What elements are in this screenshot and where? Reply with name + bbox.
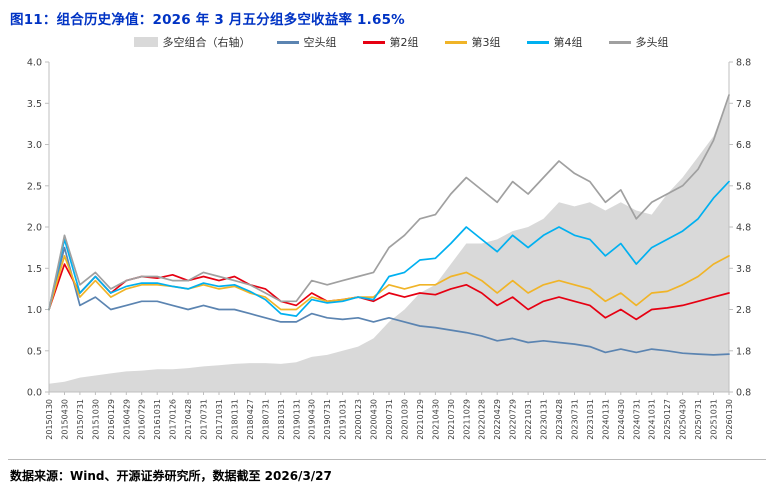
legend-item-long-group: 多头组 xyxy=(608,34,669,50)
x-axis-tick-label: 20210730 xyxy=(447,399,456,440)
x-axis-tick-label: 20230731 xyxy=(571,399,580,440)
legend-label-long-short-combo: 多空组合（右轴） xyxy=(162,36,251,49)
legend-item-group-3: 第3组 xyxy=(444,34,501,50)
x-axis-tick-label: 20160129 xyxy=(107,399,116,440)
series-long-short-combo xyxy=(49,95,729,392)
right-axis-tick-label: 5.8 xyxy=(736,181,751,192)
left-axis-tick-label: 2.5 xyxy=(27,181,42,192)
x-axis-tick-label: 20240430 xyxy=(617,399,626,440)
x-axis-tick-label: 20181031 xyxy=(277,399,286,440)
left-axis-tick-label: 0.5 xyxy=(27,346,42,357)
legend-item-group-2: 第2组 xyxy=(362,34,419,50)
legend-swatch-long-group xyxy=(608,40,631,44)
x-axis-tick-label: 20190131 xyxy=(292,399,301,440)
x-axis-tick-label: 20161031 xyxy=(153,399,162,440)
right-axis-tick-label: 8.8 xyxy=(736,58,751,69)
series-long-group xyxy=(48,94,730,311)
x-axis-tick-label: 20170126 xyxy=(169,399,178,440)
legend-item-long-short-combo: 多空组合（右轴） xyxy=(133,34,251,50)
x-axis-tick-label: 20150430 xyxy=(61,399,70,440)
x-axis-tick-label: 20240731 xyxy=(632,399,641,440)
right-axis-tick-label: 1.8 xyxy=(736,346,751,357)
right-axis-tick-label: 3.8 xyxy=(736,264,751,275)
legend-swatch-group-3 xyxy=(444,40,467,44)
x-axis-tick-label: 20250430 xyxy=(679,399,688,440)
right-axis-tick-label: 4.8 xyxy=(736,223,751,234)
x-axis-tick-label: 20250127 xyxy=(663,399,672,440)
legend-swatch-short-group xyxy=(276,40,299,44)
x-axis-tick-label: 20260130 xyxy=(725,399,734,440)
x-axis-tick-label: 20250731 xyxy=(694,399,703,440)
left-axis-tick-label: 4.0 xyxy=(27,58,42,69)
left-axis-tick-label: 1.0 xyxy=(27,305,42,316)
legend-label-group-4: 第4组 xyxy=(553,36,583,49)
data-source-note: 数据来源：Wind、开源证券研究所，数据截至 2026/3/27 xyxy=(8,459,766,492)
legend-swatch-long-short-combo xyxy=(133,37,158,47)
x-axis-tick-label: 20210129 xyxy=(416,399,425,440)
x-axis-tick-label: 20251031 xyxy=(710,399,719,440)
x-axis-tick-label: 20200731 xyxy=(385,399,394,440)
x-axis-tick-label: 20240131 xyxy=(601,399,610,440)
x-axis-tick-label: 20230428 xyxy=(555,399,564,440)
x-axis-tick-label: 20170731 xyxy=(200,399,209,440)
x-axis-tick-label: 20211029 xyxy=(462,399,471,440)
left-axis-tick-label: 0.0 xyxy=(27,388,42,399)
x-axis-tick-label: 20150130 xyxy=(45,399,54,440)
x-axis-tick-label: 20151030 xyxy=(91,399,100,440)
chart-legend: 多空组合（右轴） 空头组 第2组 第3组 第4组 多头组 xyxy=(8,32,766,50)
left-axis-tick-label: 1.5 xyxy=(27,264,42,275)
x-axis-tick-label: 20221031 xyxy=(524,399,533,440)
legend-swatch-group-2 xyxy=(362,40,385,44)
x-axis-tick-label: 20220128 xyxy=(478,399,487,440)
legend-swatch-group-4 xyxy=(526,40,549,44)
left-axis-tick-label: 3.5 xyxy=(27,99,42,110)
x-axis-tick-label: 20170428 xyxy=(184,399,193,440)
x-axis-tick-label: 20180427 xyxy=(246,399,255,440)
legend-label-long-group: 多头组 xyxy=(635,36,669,49)
left-axis-tick-label: 2.0 xyxy=(27,223,42,234)
x-axis-tick-label: 20220729 xyxy=(509,399,518,440)
x-axis-tick-label: 20180131 xyxy=(231,399,240,440)
series-group-3 xyxy=(48,255,730,311)
figure-title: 图11：组合历史净值：2026 年 3 月五分组多空收益率 1.65% xyxy=(10,12,405,28)
legend-label-short-group: 空头组 xyxy=(303,36,337,49)
x-axis-tick-label: 20160429 xyxy=(122,399,131,440)
legend-label-group-3: 第3组 xyxy=(471,36,501,49)
x-axis-tick-label: 20191031 xyxy=(339,399,348,440)
left-axis-tick-label: 3.0 xyxy=(27,140,42,151)
right-axis-tick-label: 2.8 xyxy=(736,305,751,316)
series-short-group xyxy=(48,246,730,356)
x-axis-tick-label: 20210430 xyxy=(431,399,440,440)
legend-item-short-group: 空头组 xyxy=(276,34,337,50)
x-axis-tick-label: 20230131 xyxy=(540,399,549,440)
legend-label-group-2: 第2组 xyxy=(389,36,419,49)
x-axis-tick-label: 20150731 xyxy=(76,399,85,440)
x-axis-tick-label: 20201030 xyxy=(401,399,410,440)
x-axis-tick-label: 20231031 xyxy=(586,399,595,440)
x-axis-tick-label: 20190731 xyxy=(323,399,332,440)
right-axis-tick-label: 7.8 xyxy=(736,99,751,110)
chart-svg: 0.0 0.5 1.0 1.5 2.0 2.5 3.0 3.5 4.0 0.8 1.8 2.8 3.8 4… xyxy=(27,58,751,440)
x-axis-tick-label: 20190430 xyxy=(308,399,317,440)
x-axis-tick-label: 20200123 xyxy=(354,399,363,440)
x-axis-tick-label: 20241031 xyxy=(648,399,657,440)
right-axis-tick-label: 0.8 xyxy=(736,388,751,399)
series-group-4 xyxy=(48,180,730,317)
x-axis-tick-label: 20160729 xyxy=(138,399,147,440)
right-axis-tick-label: 6.8 xyxy=(736,140,751,151)
legend-item-group-4: 第4组 xyxy=(526,34,583,50)
x-axis-tick-label: 20180731 xyxy=(261,399,270,440)
x-axis-tick-label: 20220429 xyxy=(493,399,502,440)
x-axis-tick-label: 20171031 xyxy=(215,399,224,440)
x-axis-tick-label: 20200430 xyxy=(370,399,379,440)
